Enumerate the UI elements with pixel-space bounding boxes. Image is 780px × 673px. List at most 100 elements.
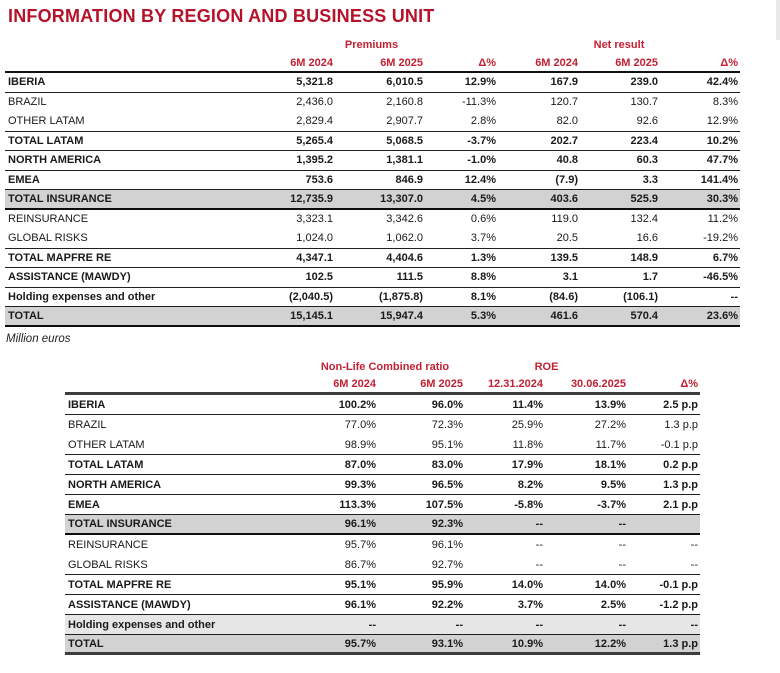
- table1-group-header-row: Premiums Net result: [5, 36, 740, 54]
- value-cell: 20.5: [556, 232, 578, 245]
- value-cell: 2,436.0: [296, 95, 333, 108]
- value-cell: 92.3%: [431, 518, 463, 530]
- row-label: GLOBAL RISKS: [68, 558, 148, 571]
- table-row: IBERIA 100.2% 96.0% 11.4% 13.9% 2.5 p.p: [65, 395, 700, 415]
- table-row: BRAZIL 77.0% 72.3% 25.9% 27.2% 1.3 p.p: [65, 415, 700, 435]
- table-row: EMEA 113.3% 107.5% -5.8% -3.7% 2.1 p.p: [65, 495, 700, 515]
- value-cell: 2.8%: [470, 115, 496, 128]
- value-cell: 132.4: [630, 212, 658, 225]
- table-row: TOTAL INSURANCE 96.1% 92.3% -- --: [65, 515, 700, 535]
- value-cell: 14.0%: [594, 578, 626, 591]
- value-cell: 2,160.8: [386, 95, 423, 108]
- value-cell: 30.3%: [706, 192, 738, 205]
- value-cell: 12,735.9: [290, 192, 333, 205]
- value-cell: 95.9%: [431, 578, 463, 591]
- value-cell: 42.4%: [706, 76, 738, 89]
- table-row: REINSURANCE 3,323.1 3,342.6 0.6% 119.0 132.4 1…: [5, 210, 740, 230]
- value-cell: 96.1%: [431, 538, 463, 551]
- value-cell: 148.9: [630, 251, 658, 264]
- value-cell: 92.6: [636, 115, 658, 128]
- value-cell: --: [618, 518, 626, 530]
- value-cell: --: [618, 618, 626, 631]
- row-label: Holding expenses and other: [68, 618, 216, 631]
- value-cell: 3.1: [562, 271, 578, 284]
- column-header: Δ%: [680, 378, 698, 390]
- value-cell: 15,947.4: [380, 309, 423, 322]
- table-row: Holding expenses and other (2,040.5) (1,87…: [5, 288, 740, 307]
- value-cell: -0.1 p.p: [659, 578, 698, 591]
- row-label: TOTAL INSURANCE: [68, 518, 172, 530]
- table-row: GLOBAL RISKS 86.7% 92.7% -- -- --: [65, 555, 700, 575]
- value-cell: 8.8%: [470, 271, 496, 284]
- value-cell: 6.7%: [712, 251, 738, 264]
- value-cell: 846.9: [395, 173, 423, 186]
- value-cell: 8.3%: [712, 95, 738, 108]
- value-cell: --: [730, 290, 738, 303]
- value-cell: 461.6: [550, 309, 578, 322]
- value-cell: 130.7: [630, 95, 658, 108]
- value-cell: 95.7%: [344, 538, 376, 551]
- row-label: REINSURANCE: [68, 538, 149, 551]
- value-cell: (7.9): [555, 173, 578, 186]
- table2-column-header-row: 6M 2024 6M 2025 12.31.2024 30.06.2025 Δ%: [65, 376, 700, 395]
- value-cell: 2.1 p.p: [663, 498, 698, 511]
- units-footnote: Million euros: [6, 333, 71, 345]
- value-cell: (84.6): [549, 290, 578, 303]
- row-label: TOTAL MAPFRE RE: [68, 578, 172, 591]
- table1-column-header-row: 6M 2024 6M 2025 Δ% 6M 2024 6M 2025 Δ%: [5, 54, 740, 73]
- value-cell: 167.9: [550, 76, 578, 89]
- row-label: TOTAL INSURANCE: [8, 192, 112, 205]
- value-cell: 3.7%: [470, 232, 496, 245]
- value-cell: 6,010.5: [386, 76, 423, 89]
- value-cell: -11.3%: [461, 95, 496, 108]
- value-cell: 2,829.4: [296, 115, 333, 128]
- value-cell: 120.7: [550, 95, 578, 108]
- value-cell: 98.9%: [344, 438, 376, 451]
- table-row: IBERIA 5,321.8 6,010.5 12.9% 167.9 239.0 42.4%: [5, 73, 740, 93]
- combined-ratio-roe-table: Non-Life Combined ratio ROE 6M 2024 6M 2…: [65, 358, 700, 655]
- value-cell: 17.9%: [511, 458, 543, 471]
- value-cell: 111.5: [396, 271, 423, 284]
- table-row: TOTAL 95.7% 93.1% 10.9% 12.2% 1.3 p.p: [65, 635, 700, 655]
- value-cell: 223.4: [630, 134, 658, 147]
- value-cell: 12.2%: [594, 637, 626, 650]
- table-row: TOTAL MAPFRE RE 95.1% 95.9% 14.0% 14.0% -0.1 …: [65, 575, 700, 595]
- column-header: 6M 2024: [535, 56, 578, 69]
- value-cell: 5,321.8: [296, 76, 333, 89]
- value-cell: 3.3: [642, 173, 658, 186]
- row-label: NORTH AMERICA: [68, 478, 162, 491]
- value-cell: 3.7%: [517, 598, 543, 611]
- row-label: TOTAL: [68, 637, 104, 650]
- group-header-net-result: Net result: [593, 39, 645, 51]
- value-cell: 102.5: [305, 271, 333, 284]
- value-cell: 139.5: [550, 251, 578, 264]
- value-cell: 10.9%: [511, 637, 543, 650]
- value-cell: 12.9%: [464, 76, 496, 89]
- value-cell: 119.0: [551, 212, 578, 225]
- value-cell: -1.0%: [467, 154, 496, 167]
- value-cell: 113.3%: [339, 498, 376, 511]
- value-cell: 1.3 p.p: [664, 418, 698, 431]
- row-label: EMEA: [8, 173, 40, 186]
- window-edge-strip: [776, 0, 780, 40]
- premiums-net-result-table: Premiums Net result 6M 2024 6M 2025 Δ% 6…: [5, 36, 740, 327]
- table-row: ASSISTANCE (MAWDY) 96.1% 92.2% 3.7% 2.5% -1.2…: [65, 595, 700, 615]
- value-cell: 141.4%: [700, 173, 738, 186]
- row-label: Holding expenses and other: [8, 290, 156, 303]
- value-cell: --: [535, 538, 543, 551]
- group-header-premiums: Premiums: [344, 39, 399, 51]
- table-row: Holding expenses and other -- -- -- -- --: [65, 615, 700, 635]
- value-cell: 1.3 p.p: [663, 637, 698, 650]
- value-cell: 95.1%: [431, 438, 463, 451]
- value-cell: 13,307.0: [380, 192, 423, 205]
- value-cell: 3,342.6: [386, 212, 423, 225]
- value-cell: 1.3 p.p: [663, 478, 698, 491]
- row-label: TOTAL LATAM: [8, 134, 84, 147]
- table-row: GLOBAL RISKS 1,024.0 1,062.0 3.7% 20.5 16.6 -1…: [5, 229, 740, 249]
- table2-body: IBERIA 100.2% 96.0% 11.4% 13.9% 2.5 p.p BRAZIL…: [65, 395, 700, 655]
- row-label: OTHER LATAM: [68, 438, 145, 451]
- value-cell: 10.2%: [706, 134, 738, 147]
- value-cell: 3,323.1: [296, 212, 333, 225]
- value-cell: 25.9%: [511, 418, 543, 431]
- value-cell: --: [690, 558, 698, 571]
